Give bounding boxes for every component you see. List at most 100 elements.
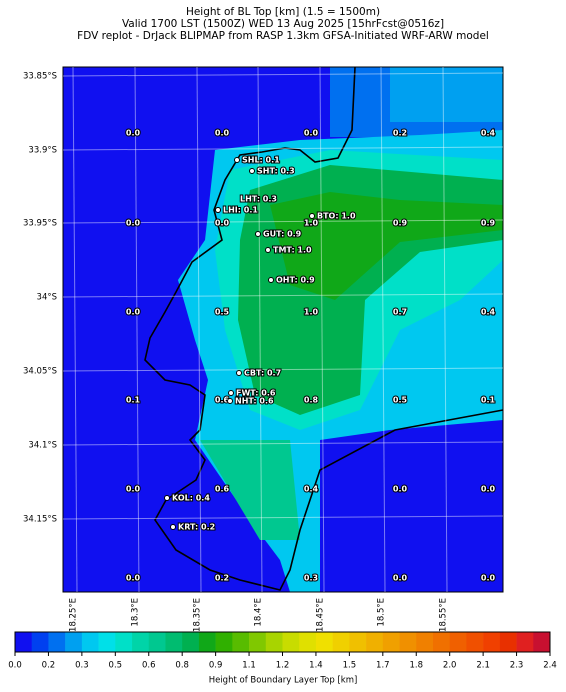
colorbar-tick-label: 0.5 [109,661,123,671]
grid-value-label: 0.0 [481,574,496,583]
colorbar-cell [533,632,551,652]
station-label: FWT: 0.6 [236,389,276,398]
colorbar-tick-label: 0.3 [75,661,89,671]
lon-label: 18.3°E [131,598,141,627]
station-dot [215,207,221,213]
station-dot [268,277,274,283]
grid-value-label: 0.9 [481,219,496,228]
lon-label: 18.45°E [316,598,326,632]
colorbar-cell [382,632,400,652]
colorbar-cell [516,632,534,652]
colorbar-cell [232,632,250,652]
grid-value-label: 0.4 [481,308,496,317]
colorbar-cell [483,632,501,652]
colorbar-cell [282,632,300,652]
grid-line [134,66,140,593]
grid-value-label: 0.6 [215,485,230,494]
lat-label: 33.9°S [28,146,57,156]
colorbar-cell [416,632,434,652]
colorbar-tick-label: 1.4 [309,661,323,671]
colorbar-tick-label: 1.7 [376,661,390,671]
station-label: LHI: 0.1 [223,206,258,215]
colorbar-cell [15,632,33,652]
grid-value-label: 0.6 [215,396,230,405]
grid-value-label: 0.4 [304,485,319,494]
grid-line [380,66,386,593]
colorbar-cell [48,632,66,652]
lat-label: 33.95°S [23,219,57,229]
colorbar-cell [115,632,133,652]
station-dot [265,247,271,253]
colorbar-tick-label: 2.4 [543,661,557,671]
station-label: GUT: 0.9 [263,230,302,239]
grid-line [62,72,504,77]
station-label: CBT: 0.7 [244,369,281,378]
colorbar-cell [265,632,283,652]
colorbar-cell [132,632,150,652]
title-line: Height of BL Top [km] (1.5 = 1500m) [186,6,380,18]
grid-value-label: 0.0 [393,485,408,494]
station-dot [164,495,170,501]
lon-label: 18.55°E [439,598,449,632]
colorbar-cell [399,632,417,652]
station-dot [236,370,242,376]
colorbar-tick-label: 0.2 [42,661,56,671]
colorbar-tick-label: 0.8 [175,661,189,671]
colorbar-cell [98,632,116,652]
grid-value-label: 0.0 [215,219,230,228]
grid-value-label: 0.0 [393,574,408,583]
station-label: SHT: 0.3 [257,167,295,176]
lon-label: 18.35°E [193,598,203,632]
map-raster [63,67,503,592]
grid-value-label: 0.4 [481,129,496,138]
station-label: KOL: 0.4 [172,494,210,503]
station-dot [234,157,240,163]
station-dot [170,524,176,530]
grid-value-label: 0.0 [126,129,141,138]
grid-value-label: 0.1 [126,396,141,405]
grid-line [62,293,504,298]
grid-value-label: 0.2 [215,574,229,583]
grid-value-label: 0.5 [393,396,408,405]
grid-line [196,66,202,593]
station-dot [309,213,315,219]
grid-value-label: 0.0 [304,129,319,138]
colorbar-cell [182,632,200,652]
colorbar-tick-label: 1.5 [343,661,357,671]
station-label: LHT: 0.3 [240,195,277,204]
colorbar-cell [148,632,166,652]
lon-label: 18.25°E [69,598,79,632]
grid-value-label: 0.2 [393,129,407,138]
grid-value-label: 1.0 [304,219,319,228]
grid-line [62,146,504,151]
grid-value-label: 0.0 [481,485,496,494]
colorbar-cell [31,632,49,652]
lat-label: 34.05°S [23,367,57,377]
grid-value-label: 0.7 [393,308,407,317]
station-label: SHL: 0.1 [242,156,280,165]
title-line: Valid 1700 LST (1500Z) WED 13 Aug 2025 [… [122,18,444,30]
station-label: TMT: 1.0 [273,246,312,255]
station-label: NHT: 0.6 [235,397,274,406]
colorbar-cell [499,632,517,652]
grid-value-label: 0.3 [304,574,318,583]
station-label: KRT: 0.2 [178,523,215,532]
title-line: FDV replot - DrJack BLIPMAP from RASP 1.… [77,30,489,42]
colorbar-cell [366,632,384,652]
grid-line [62,219,504,224]
grid-line [62,515,504,520]
lon-label: 18.4°E [254,598,264,627]
lat-label: 34°S [37,293,57,303]
grid-line [319,66,325,593]
lon-label: 18.5°E [377,598,387,627]
colorbar-tick-label: 1.8 [409,661,423,671]
grid-value-label: 1.0 [304,308,319,317]
grid-value-label: 0.8 [304,396,319,405]
map-frame [62,66,504,593]
colorbar-tick-label: 0.0 [8,661,22,671]
grid-value-label: 0.0 [126,308,141,317]
grid-value-label: 0.9 [393,219,408,228]
colorbar-cell [432,632,450,652]
coastline [144,66,504,591]
